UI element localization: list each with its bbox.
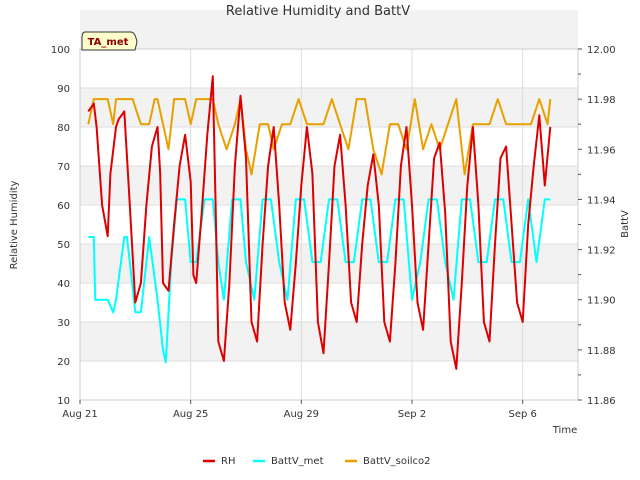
badge-shape	[81, 31, 138, 51]
x-tick-label: Aug 21	[62, 409, 97, 420]
y-left-tick-label: 90	[57, 84, 70, 95]
y-right-tick-label: 11.96	[587, 145, 616, 156]
y-left-tick-label: 10	[57, 396, 70, 407]
badge-label: TA_met	[88, 37, 129, 48]
x-tick-label: Sep 6	[508, 409, 536, 420]
legend-label: BattV_soilco2	[363, 456, 431, 467]
station-badge: TA_met	[81, 31, 138, 51]
legend: RH BattV_met BattV_soilco2	[203, 456, 431, 467]
plot-band	[80, 10, 578, 49]
y-axis-left-title: Relative Humidity	[9, 181, 20, 270]
legend-item-battv-soilco2[interactable]: BattV_soilco2	[345, 456, 431, 467]
y-axis-right-title: BattV	[620, 210, 631, 238]
y-left-tick-label: 60	[57, 201, 70, 212]
y-axis-right-ticks: 11.86 11.88 11.90 11.92 11.94 11.96 11.98 12.00	[578, 45, 616, 407]
y-left-tick-label: 80	[57, 123, 70, 134]
series-line-battv-soilco2	[87, 98, 552, 176]
legend-label: RH	[221, 456, 235, 467]
y-left-tick-label: 100	[51, 45, 70, 56]
legend-label: BattV_met	[271, 456, 324, 467]
series-line-rh	[87, 75, 552, 370]
chart-title: Relative Humidity and BattV	[226, 4, 410, 19]
x-axis-title: Time	[552, 425, 577, 436]
y-left-tick-label: 40	[57, 279, 70, 290]
plot-band	[80, 322, 578, 361]
y-left-tick-label: 30	[57, 318, 70, 329]
x-axis-ticks: Aug 21 Aug 25 Aug 29 Sep 2 Sep 6	[62, 400, 537, 420]
x-tick-label: Sep 2	[398, 409, 426, 420]
y-left-tick-label: 50	[57, 240, 70, 251]
legend-item-battv-met[interactable]: BattV_met	[253, 456, 324, 467]
y-right-tick-label: 11.90	[587, 296, 616, 307]
legend-item-rh[interactable]: RH	[203, 456, 235, 467]
y-right-tick-label: 11.92	[587, 246, 616, 257]
y-axis-left-ticks: 10 20 30 40 50 60 70 80 90 100	[51, 45, 70, 407]
series-layer	[87, 75, 552, 370]
y-right-tick-label: 11.98	[587, 95, 616, 106]
y-right-tick-label: 11.86	[587, 396, 616, 407]
y-right-tick-label: 11.94	[587, 195, 616, 206]
y-left-tick-label: 20	[57, 357, 70, 368]
y-left-tick-label: 70	[57, 162, 70, 173]
y-right-tick-label: 12.00	[587, 45, 616, 56]
y-right-tick-label: 11.88	[587, 346, 616, 357]
x-tick-label: Aug 25	[173, 409, 208, 420]
x-tick-label: Aug 29	[284, 409, 319, 420]
